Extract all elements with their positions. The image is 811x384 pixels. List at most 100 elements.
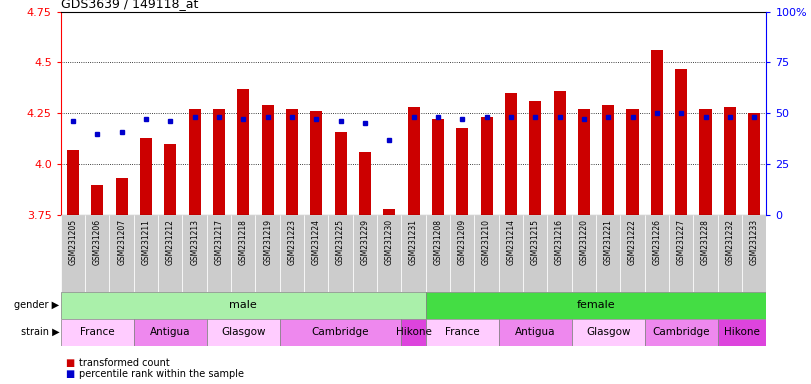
- Text: transformed count: transformed count: [79, 358, 170, 368]
- Bar: [328, 215, 353, 292]
- Bar: [207, 215, 231, 292]
- Bar: [61, 215, 85, 292]
- Bar: [91, 184, 103, 215]
- Text: GSM231227: GSM231227: [676, 219, 686, 265]
- Bar: [158, 215, 182, 292]
- Text: GSM231223: GSM231223: [287, 219, 297, 265]
- Bar: [188, 109, 200, 215]
- Text: GSM231214: GSM231214: [506, 219, 516, 265]
- Bar: [182, 215, 207, 292]
- Text: percentile rank within the sample: percentile rank within the sample: [79, 369, 244, 379]
- Bar: [577, 109, 590, 215]
- Text: GSM231225: GSM231225: [336, 219, 345, 265]
- Bar: [431, 119, 444, 215]
- Bar: [85, 215, 109, 292]
- Bar: [499, 215, 523, 292]
- Text: GSM231209: GSM231209: [457, 219, 467, 265]
- Text: Antigua: Antigua: [150, 327, 191, 337]
- Bar: [67, 150, 79, 215]
- Bar: [139, 138, 152, 215]
- Text: GSM231210: GSM231210: [482, 219, 491, 265]
- Bar: [718, 215, 742, 292]
- Text: France: France: [445, 327, 479, 337]
- Bar: [134, 215, 158, 292]
- Bar: [61, 319, 134, 346]
- Bar: [602, 105, 614, 215]
- Bar: [529, 101, 541, 215]
- Text: GSM231224: GSM231224: [311, 219, 321, 265]
- Text: Cambridge: Cambridge: [653, 327, 710, 337]
- Bar: [450, 215, 474, 292]
- Text: GSM231213: GSM231213: [190, 219, 200, 265]
- Text: male: male: [230, 300, 257, 310]
- Text: Hikone: Hikone: [396, 327, 431, 337]
- Bar: [669, 215, 693, 292]
- Text: GSM231219: GSM231219: [263, 219, 272, 265]
- Bar: [426, 215, 450, 292]
- Text: GSM231216: GSM231216: [555, 219, 564, 265]
- Bar: [280, 215, 304, 292]
- Bar: [553, 91, 565, 215]
- Bar: [401, 215, 426, 292]
- Text: GSM231206: GSM231206: [92, 219, 102, 265]
- Bar: [620, 215, 645, 292]
- Bar: [426, 319, 499, 346]
- Text: ■: ■: [65, 358, 74, 368]
- Text: GSM231226: GSM231226: [652, 219, 662, 265]
- Bar: [401, 319, 426, 346]
- Text: GSM231208: GSM231208: [433, 219, 443, 265]
- Bar: [207, 319, 280, 346]
- Bar: [596, 215, 620, 292]
- Text: strain ▶: strain ▶: [20, 327, 59, 337]
- Bar: [572, 215, 596, 292]
- Text: GSM231228: GSM231228: [701, 219, 710, 265]
- Text: Hikone: Hikone: [724, 327, 760, 337]
- Bar: [626, 109, 638, 215]
- Bar: [650, 50, 663, 215]
- Text: GSM231230: GSM231230: [384, 219, 394, 265]
- Bar: [231, 215, 255, 292]
- Text: gender ▶: gender ▶: [14, 300, 59, 310]
- Text: Cambridge: Cambridge: [312, 327, 369, 337]
- Bar: [261, 105, 273, 215]
- Bar: [353, 215, 377, 292]
- Bar: [358, 152, 371, 215]
- Bar: [255, 215, 280, 292]
- Bar: [480, 118, 492, 215]
- Text: GSM231231: GSM231231: [409, 219, 418, 265]
- Text: GSM231211: GSM231211: [141, 219, 151, 265]
- Text: GSM231215: GSM231215: [530, 219, 540, 265]
- Bar: [742, 215, 766, 292]
- Bar: [334, 132, 347, 215]
- Text: GSM231212: GSM231212: [165, 219, 175, 265]
- Bar: [675, 68, 687, 215]
- Text: GSM231205: GSM231205: [68, 219, 78, 265]
- Text: Glasgow: Glasgow: [586, 327, 630, 337]
- Text: GSM231217: GSM231217: [214, 219, 224, 265]
- Text: female: female: [577, 300, 616, 310]
- Bar: [164, 144, 176, 215]
- Bar: [115, 179, 127, 215]
- Text: GSM231220: GSM231220: [579, 219, 589, 265]
- Bar: [723, 107, 736, 215]
- Bar: [572, 319, 645, 346]
- Text: GSM231233: GSM231233: [749, 219, 759, 265]
- Bar: [523, 215, 547, 292]
- Bar: [499, 319, 572, 346]
- Bar: [407, 107, 420, 215]
- Text: GSM231222: GSM231222: [628, 219, 637, 265]
- Text: GSM231229: GSM231229: [360, 219, 370, 265]
- Bar: [377, 215, 401, 292]
- Bar: [285, 109, 298, 215]
- Bar: [109, 215, 134, 292]
- Bar: [310, 111, 322, 215]
- Bar: [504, 93, 517, 215]
- Bar: [237, 89, 249, 215]
- Bar: [456, 127, 469, 215]
- Bar: [134, 319, 207, 346]
- Text: ■: ■: [65, 369, 74, 379]
- Bar: [61, 292, 426, 319]
- Text: France: France: [80, 327, 114, 337]
- Bar: [474, 215, 499, 292]
- Bar: [693, 215, 718, 292]
